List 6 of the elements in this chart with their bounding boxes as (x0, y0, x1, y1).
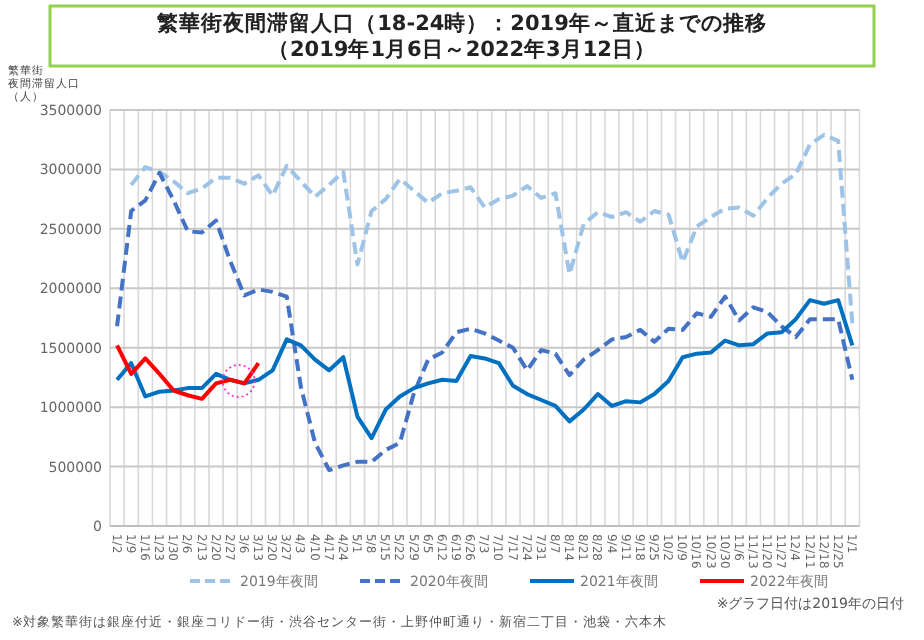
line-series (129, 132, 855, 326)
line-series (115, 298, 855, 441)
chart-subtitle: （2019年1月6日～2022年3月12日） (268, 36, 656, 62)
chart-title: 繁華街夜間滞留人口（18-24時）：2019年～直近までの推移 (155, 10, 767, 36)
line-series (115, 343, 261, 401)
line-series (115, 171, 855, 473)
